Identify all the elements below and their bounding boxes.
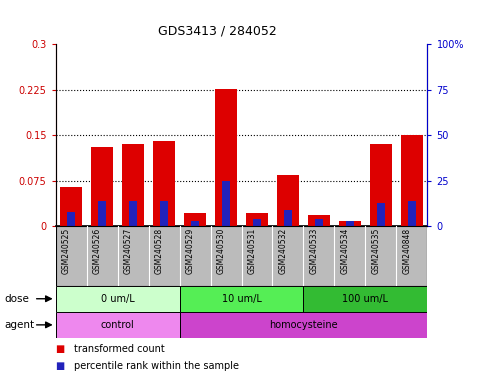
Bar [160,201,168,226]
Bar [308,215,330,226]
Text: control: control [100,320,134,330]
Bar [401,135,423,226]
Bar [56,312,180,338]
Text: ■: ■ [56,344,65,354]
Bar [180,286,303,312]
Bar [277,175,299,226]
Text: GSM240529: GSM240529 [186,228,195,274]
Text: GSM240848: GSM240848 [403,228,412,274]
Bar [284,210,292,226]
Text: dose: dose [5,294,30,304]
Bar [184,213,206,226]
Bar [346,221,354,226]
Bar [67,212,75,226]
Text: GSM240528: GSM240528 [155,228,164,274]
Bar [98,201,106,226]
Bar [315,219,323,226]
Bar [122,144,144,226]
Text: GSM240530: GSM240530 [217,228,226,274]
Bar [153,141,175,226]
Bar [191,221,199,226]
Text: GSM240525: GSM240525 [62,228,71,274]
Text: GSM240531: GSM240531 [248,228,257,274]
Text: homocysteine: homocysteine [269,320,338,330]
Bar [408,201,416,226]
Text: GSM240527: GSM240527 [124,228,133,274]
Text: GSM240526: GSM240526 [93,228,102,274]
Text: 10 um/L: 10 um/L [222,294,261,304]
Bar [180,312,427,338]
Text: GSM240534: GSM240534 [341,228,350,274]
Text: GSM240532: GSM240532 [279,228,288,274]
Text: 100 um/L: 100 um/L [342,294,388,304]
Text: agent: agent [5,320,35,330]
Bar [60,187,82,226]
Bar [129,201,137,226]
Bar [222,180,230,226]
Bar [91,147,113,226]
Bar [215,89,237,226]
Text: transformed count: transformed count [74,344,165,354]
Bar [56,286,180,312]
Text: ■: ■ [56,361,65,371]
Bar [370,144,392,226]
Bar [246,213,268,226]
Text: GSM240535: GSM240535 [372,228,381,274]
Text: GSM240533: GSM240533 [310,228,319,274]
Bar [253,219,261,226]
Text: percentile rank within the sample: percentile rank within the sample [74,361,239,371]
Bar [377,202,385,226]
Text: GDS3413 / 284052: GDS3413 / 284052 [158,25,277,38]
Bar [339,221,361,226]
Text: 0 um/L: 0 um/L [100,294,134,304]
Bar [303,286,427,312]
